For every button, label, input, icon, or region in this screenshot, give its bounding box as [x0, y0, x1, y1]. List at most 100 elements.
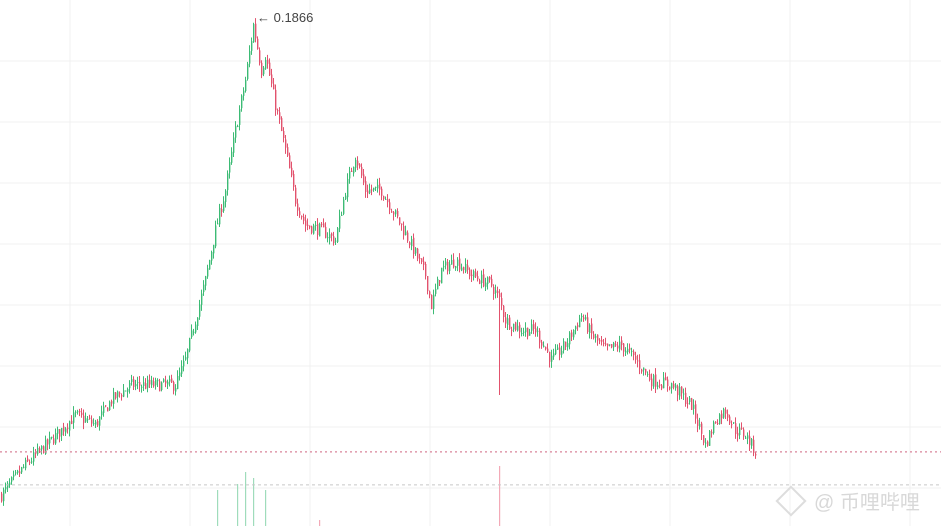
candle-body — [525, 327, 527, 333]
candle-body — [33, 452, 35, 462]
candle-body — [479, 280, 481, 284]
candle-body — [447, 261, 449, 272]
candle-body — [453, 259, 455, 268]
candle-body — [553, 353, 555, 357]
candle-body — [273, 84, 275, 90]
candle-body — [641, 369, 643, 372]
candle-body — [407, 232, 409, 241]
candle-body — [13, 474, 15, 477]
candle-body — [609, 344, 611, 346]
candle-body — [435, 288, 437, 294]
candle-body — [103, 406, 105, 413]
candle-body — [543, 345, 545, 348]
candle-body — [67, 427, 69, 430]
candle-body — [581, 315, 583, 318]
candle-body — [309, 225, 311, 228]
candle-body — [21, 467, 23, 473]
candle-body — [293, 173, 295, 187]
candle-body — [505, 317, 507, 324]
candle-body — [595, 336, 597, 338]
candle-body — [269, 62, 271, 76]
candle-body — [531, 324, 533, 331]
candle-body — [481, 274, 483, 284]
candle-body — [471, 274, 473, 276]
candle-body — [141, 386, 143, 388]
candle-body — [237, 125, 239, 127]
candle-body — [89, 417, 91, 419]
candle-body — [411, 239, 413, 247]
candle-body — [231, 151, 233, 163]
volume-bar — [245, 472, 247, 526]
candle-body — [557, 347, 559, 350]
candle-body — [157, 380, 159, 382]
candle-body — [147, 379, 149, 388]
candle-body — [469, 269, 471, 277]
candle-body — [601, 339, 603, 342]
candle-body — [497, 290, 499, 294]
candle-body — [329, 234, 331, 239]
candle-body — [11, 477, 13, 482]
candle-body — [423, 261, 425, 265]
candle-body — [195, 324, 197, 333]
candle-body — [313, 225, 315, 234]
volume-bar — [217, 490, 219, 526]
candle-body — [661, 385, 663, 389]
candle-body — [697, 419, 699, 426]
candle-body — [335, 240, 337, 242]
candle-body — [257, 38, 259, 49]
candle-body — [647, 373, 649, 375]
candle-body — [683, 393, 685, 395]
candle-body — [263, 67, 265, 75]
candle-body — [369, 189, 371, 194]
candle-body — [365, 181, 367, 192]
candle-body — [377, 184, 379, 189]
candle-body — [325, 226, 327, 238]
candle-body — [245, 79, 247, 92]
candle-body — [307, 224, 309, 227]
candle-body — [667, 379, 669, 386]
candle-body — [575, 326, 577, 330]
candle-body — [289, 155, 291, 169]
candle-body — [323, 223, 325, 228]
candle-body — [571, 332, 573, 337]
candle-body — [585, 317, 587, 320]
candle-body — [137, 382, 139, 384]
candle-body — [527, 327, 529, 337]
candle-body — [611, 344, 613, 348]
candle-body — [311, 226, 313, 233]
candle-body — [405, 231, 407, 236]
candle-body — [255, 23, 257, 39]
candle-body — [283, 130, 285, 139]
candle-body — [693, 404, 695, 409]
candle-body — [183, 360, 185, 367]
candle-body — [443, 266, 445, 268]
candle-body — [633, 351, 635, 356]
candle-body — [539, 330, 541, 343]
candle-body — [743, 429, 745, 437]
candle-body — [281, 118, 283, 132]
candle-body — [421, 258, 423, 262]
candle-body — [707, 441, 709, 446]
candle-body — [303, 216, 305, 221]
candle-body — [391, 211, 393, 213]
candle-body — [9, 482, 11, 485]
candle-body — [509, 317, 511, 329]
candle-body — [409, 242, 411, 246]
candle-body — [695, 404, 697, 419]
candle-body — [427, 275, 429, 292]
candle-body — [155, 379, 157, 386]
candle-body — [179, 372, 181, 377]
candle-body — [573, 330, 575, 338]
candle-body — [549, 351, 551, 362]
candle-body — [297, 203, 299, 211]
candle-body — [563, 341, 565, 351]
candle-body — [517, 325, 519, 331]
candle-body — [227, 173, 229, 191]
candle-body — [587, 317, 589, 333]
candle-body — [185, 357, 187, 360]
candle-body — [119, 392, 121, 394]
candle-body — [163, 379, 165, 382]
candle-body — [721, 413, 723, 419]
candle-body — [737, 432, 739, 436]
price-lines — [0, 451, 941, 486]
